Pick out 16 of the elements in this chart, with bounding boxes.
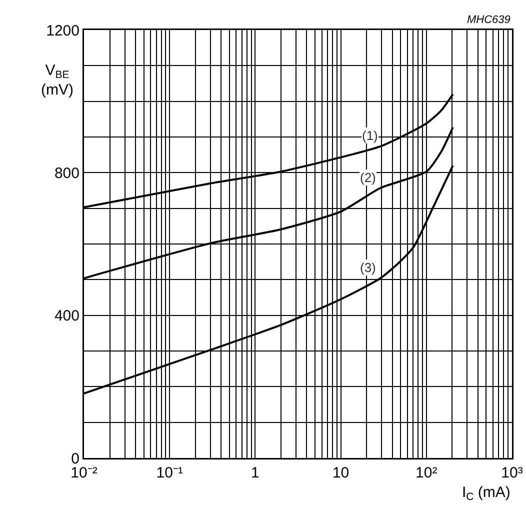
series-label: (3) xyxy=(360,260,376,275)
y-axis-title: V$_{BE}$ (mV) xyxy=(41,62,74,98)
series-label: (1) xyxy=(362,128,378,143)
y-tick-label: 0 xyxy=(71,450,80,468)
y-tick-label: 400 xyxy=(54,308,80,325)
y-tick-label: 1200 xyxy=(46,22,80,40)
x-tick-label: 10⁻¹ xyxy=(156,464,183,482)
x-tick-label: 10 xyxy=(332,464,350,482)
x-tick-label: 10⁻² xyxy=(70,464,98,482)
text: MHC639 xyxy=(467,14,510,26)
series-label: (2) xyxy=(360,170,376,185)
x-tick-label: 10² xyxy=(416,464,438,482)
y-tick-label: 800 xyxy=(54,164,80,182)
x-axis-title: I$_{C}$ (mA) xyxy=(462,484,510,504)
x-tick-label: 1 xyxy=(251,464,260,482)
x-tick-label: 10³ xyxy=(501,464,523,482)
